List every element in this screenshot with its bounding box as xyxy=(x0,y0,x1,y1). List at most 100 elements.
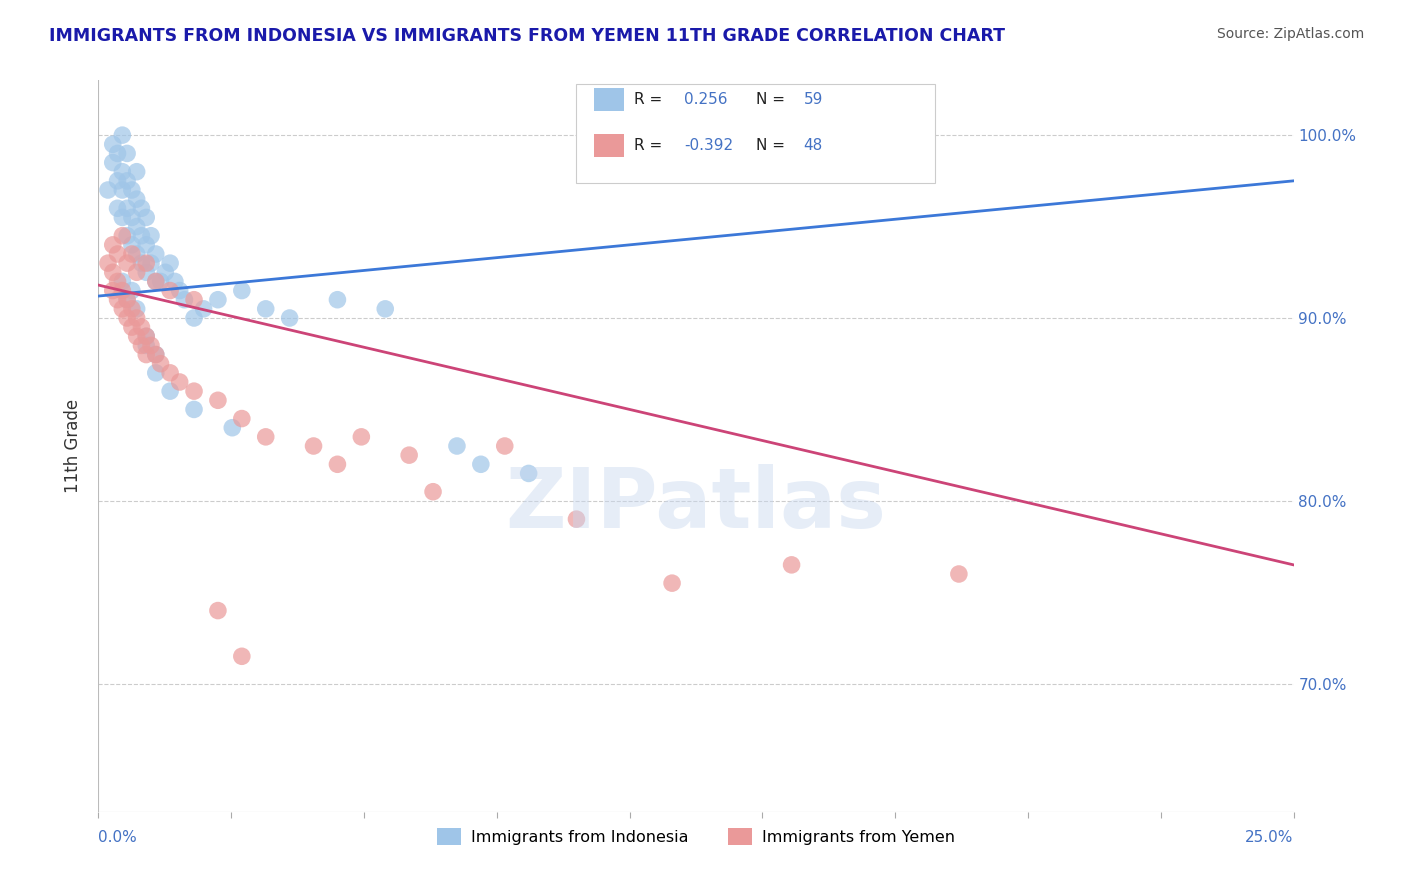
Point xyxy=(159,256,181,270)
Point xyxy=(131,256,153,270)
Point xyxy=(207,293,229,307)
Point xyxy=(326,458,349,472)
Point xyxy=(111,228,134,243)
Point xyxy=(125,301,148,316)
Point xyxy=(125,247,148,261)
FancyBboxPatch shape xyxy=(576,84,935,183)
Point xyxy=(101,238,124,252)
Point xyxy=(145,247,167,261)
Text: R =: R = xyxy=(634,92,662,107)
Point xyxy=(517,467,540,481)
Point xyxy=(159,384,181,399)
Text: R =: R = xyxy=(634,138,662,153)
Point xyxy=(107,202,129,216)
Point xyxy=(350,430,373,444)
Point xyxy=(97,256,120,270)
Point xyxy=(374,301,396,316)
Point xyxy=(121,284,143,298)
Point xyxy=(446,439,468,453)
Point xyxy=(121,301,143,316)
Point xyxy=(163,275,186,289)
Point xyxy=(169,375,191,389)
Point xyxy=(470,458,492,472)
Point xyxy=(302,439,325,453)
Point xyxy=(149,357,172,371)
Point xyxy=(145,275,167,289)
Point xyxy=(135,211,157,225)
Point xyxy=(231,411,253,425)
Point xyxy=(139,256,162,270)
Point xyxy=(107,275,129,289)
Point xyxy=(145,348,167,362)
Point xyxy=(121,183,143,197)
Point xyxy=(135,238,157,252)
Point xyxy=(565,512,588,526)
Point xyxy=(149,275,172,289)
Point xyxy=(115,146,138,161)
Text: 0.0%: 0.0% xyxy=(98,830,138,845)
Point xyxy=(125,329,148,343)
Point xyxy=(111,275,134,289)
Point xyxy=(139,228,162,243)
Point xyxy=(254,430,277,444)
Point xyxy=(115,256,138,270)
Point xyxy=(121,247,143,261)
Point xyxy=(115,202,138,216)
Point xyxy=(111,211,134,225)
Point xyxy=(159,366,181,380)
Point xyxy=(780,558,803,572)
Point xyxy=(115,228,138,243)
Point xyxy=(125,311,148,326)
Point xyxy=(115,311,138,326)
Point xyxy=(155,265,177,279)
Point xyxy=(231,284,253,298)
Point xyxy=(131,228,153,243)
Point xyxy=(101,284,124,298)
Text: Source: ZipAtlas.com: Source: ZipAtlas.com xyxy=(1216,27,1364,41)
Point xyxy=(231,649,253,664)
Point xyxy=(107,247,129,261)
Point xyxy=(107,174,129,188)
Y-axis label: 11th Grade: 11th Grade xyxy=(65,399,83,493)
Point xyxy=(145,366,167,380)
Point xyxy=(183,293,205,307)
Point xyxy=(207,604,229,618)
Point xyxy=(101,155,124,169)
Point xyxy=(111,183,134,197)
Text: 59: 59 xyxy=(804,92,823,107)
Point xyxy=(326,293,349,307)
Point xyxy=(135,256,157,270)
Point xyxy=(125,192,148,206)
Point xyxy=(494,439,516,453)
Point xyxy=(135,265,157,279)
Point xyxy=(221,421,243,435)
Point xyxy=(115,293,138,307)
Point xyxy=(183,311,205,326)
Point xyxy=(115,293,138,307)
Point xyxy=(948,567,970,582)
Point xyxy=(661,576,683,591)
FancyBboxPatch shape xyxy=(595,87,624,111)
Point xyxy=(173,293,195,307)
Point xyxy=(145,275,167,289)
Point xyxy=(97,183,120,197)
Point xyxy=(111,284,134,298)
Point xyxy=(101,137,124,152)
Point xyxy=(111,164,134,178)
Text: ZIPatlas: ZIPatlas xyxy=(506,464,886,545)
Text: 48: 48 xyxy=(804,138,823,153)
Point xyxy=(111,301,134,316)
Point xyxy=(145,348,167,362)
Point xyxy=(111,128,134,143)
Point xyxy=(169,284,191,298)
Point xyxy=(131,320,153,334)
Point xyxy=(101,265,124,279)
Point xyxy=(125,265,148,279)
Point xyxy=(125,219,148,234)
FancyBboxPatch shape xyxy=(595,134,624,157)
Point xyxy=(131,338,153,352)
Point xyxy=(422,484,444,499)
Point xyxy=(139,338,162,352)
Point xyxy=(193,301,215,316)
Point xyxy=(115,174,138,188)
